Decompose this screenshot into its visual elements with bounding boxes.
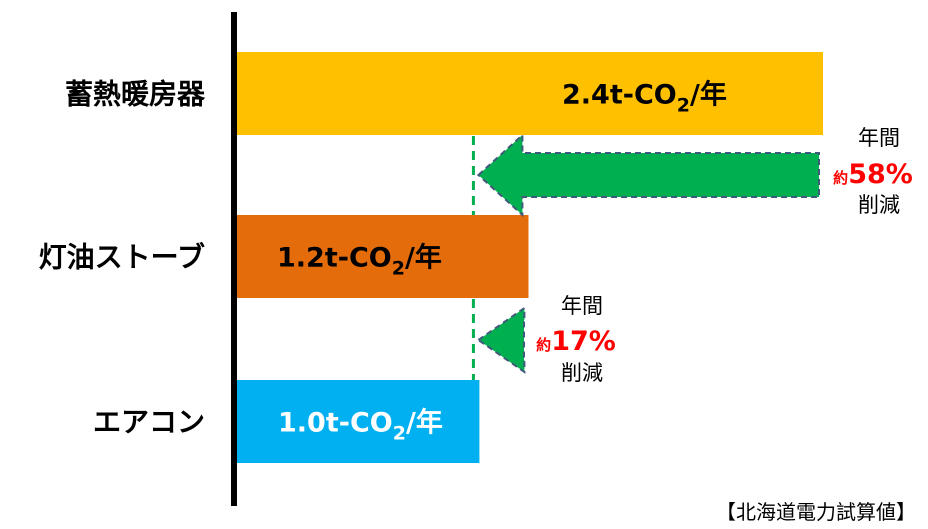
bar-1	[234, 52, 823, 135]
bar-3	[234, 380, 480, 463]
annotation-top-2: 年間	[561, 294, 603, 318]
bars-layer	[234, 52, 823, 463]
annotation-bottom-2: 削減	[561, 361, 603, 385]
category-label-2: 灯油ストーブ	[39, 241, 205, 274]
value-label-3: 1.0t-CO2/年	[278, 407, 443, 445]
annotation-bottom-1: 削減	[858, 193, 900, 217]
bar-2	[234, 215, 529, 298]
annotation-top-1: 年間	[858, 126, 900, 150]
value-label-1: 2.4t-CO2/年	[562, 79, 727, 117]
category-label-3: エアコン	[93, 406, 205, 439]
value-label-2: 1.2t-CO2/年	[277, 242, 442, 280]
category-label-1: 蓄熱暖房器	[65, 78, 206, 111]
reduction-arrow-17	[476, 306, 526, 374]
reduction-arrow-58	[476, 132, 820, 218]
source-note: 【北海道電力試算値】	[716, 500, 916, 524]
arrows-layer	[471, 132, 820, 380]
annotation-percent-1: 約58%	[833, 159, 913, 190]
annotation-percent-2: 約17%	[536, 326, 616, 357]
